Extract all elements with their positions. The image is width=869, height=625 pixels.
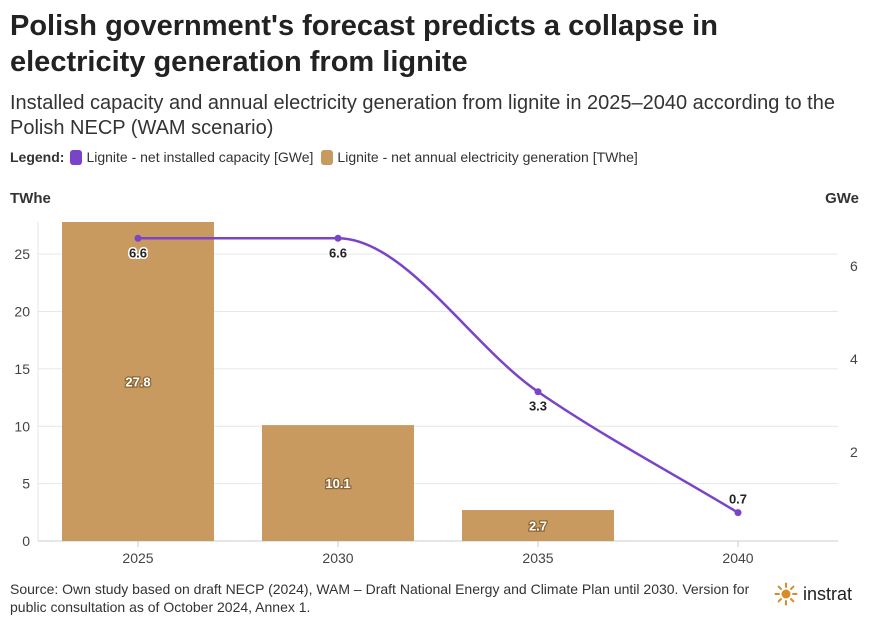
legend-item-capacity[interactable]: Lignite - net installed capacity [GWe]: [70, 149, 313, 165]
line-data-label: 3.3: [529, 399, 547, 414]
right-tick-label: 2: [850, 444, 858, 460]
left-tick-label: 25: [14, 246, 30, 262]
x-tick-label: 2030: [322, 550, 353, 566]
bar-generation: [62, 222, 214, 541]
left-tick-label: 20: [14, 304, 30, 320]
bar-data-label: 2.7: [529, 519, 547, 534]
bar-generation: [462, 510, 614, 541]
line-capacity: [137, 237, 739, 514]
x-tick-label: 2025: [122, 550, 153, 566]
line-point-capacity: [334, 234, 342, 242]
legend: Legend: Lignite - net installed capacity…: [10, 149, 646, 165]
left-tick-label: 15: [14, 361, 30, 377]
line-point-capacity: [134, 234, 142, 242]
line-point-capacity: [734, 509, 742, 517]
bar-data-label: 10.1: [325, 476, 350, 491]
legend-swatch-capacity: [70, 149, 83, 165]
x-tick-label: 2040: [722, 550, 753, 566]
x-tick-label: 2035: [522, 550, 553, 566]
brand-logo: instrat: [774, 582, 852, 606]
chart-title: Polish government's forecast predicts a …: [10, 10, 718, 78]
legend-label-generation: Lignite - net annual electricity generat…: [337, 149, 638, 165]
chart-subtitle: Installed capacity and annual electricit…: [10, 92, 835, 139]
line-data-label: 6.6: [129, 245, 147, 260]
line-point-capacity: [534, 388, 542, 396]
left-tick-label: 10: [14, 418, 30, 434]
source-note: Source: Own study based on draft NECP (2…: [10, 581, 750, 615]
left-tick-label: 5: [22, 476, 30, 492]
legend-title: Legend:: [10, 149, 65, 165]
line-data-label: 6.6: [329, 245, 347, 260]
bar-data-label: 27.8: [125, 375, 150, 390]
brand-name: instrat: [803, 583, 853, 604]
legend-swatch-generation: [321, 149, 334, 165]
line-data-label: 0.7: [729, 492, 747, 507]
sun-icon: [774, 582, 798, 606]
bar-generation: [262, 425, 414, 541]
right-tick-label: 6: [850, 258, 858, 274]
legend-label-capacity: Lignite - net installed capacity [GWe]: [86, 149, 314, 165]
right-tick-label: 4: [850, 351, 858, 367]
left-axis-unit: TWhe: [10, 190, 51, 207]
right-axis-unit: GWe: [825, 190, 859, 207]
left-tick-label: 0: [22, 533, 30, 549]
legend-item-generation[interactable]: Lignite - net annual electricity generat…: [321, 149, 638, 165]
